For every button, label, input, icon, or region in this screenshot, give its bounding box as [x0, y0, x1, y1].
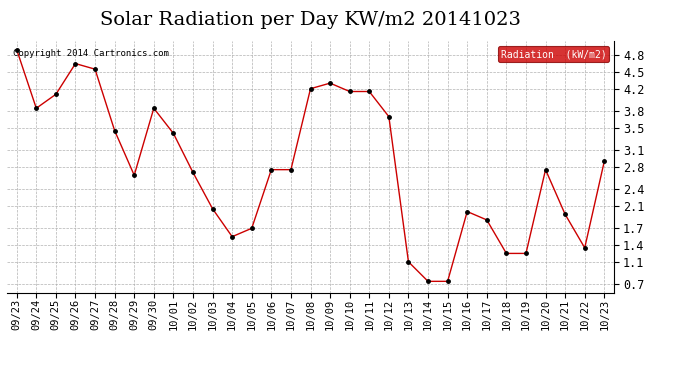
Text: Solar Radiation per Day KW/m2 20141023: Solar Radiation per Day KW/m2 20141023 — [100, 11, 521, 29]
Text: Copyright 2014 Cartronics.com: Copyright 2014 Cartronics.com — [13, 49, 169, 58]
Legend: Radiation  (kW/m2): Radiation (kW/m2) — [497, 46, 609, 62]
